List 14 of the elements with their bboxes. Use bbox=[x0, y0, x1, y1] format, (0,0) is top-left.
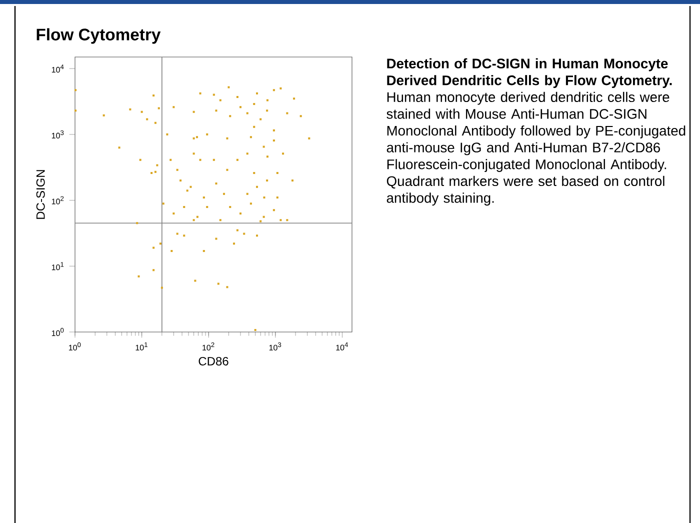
chart-title: Flow Cytometry bbox=[36, 28, 161, 44]
text: Detection of DC-SIGN in Human Monocyte Derived Dendritic Cells by Flow Cytometry. Human monocyte derived dendritic cells were stained with Mouse Anti-Human DC-SIGN Monoclonal Antibody followed by PE-conjugated anti-mouse IgG and Anti-Human B7-2/CD86 Fluorescein-conjugated Monoclonal Antibody. Quadrant markers were set based on control antibody staining. bbox=[386, 58, 686, 206]
x-tick-label: 10$^{1}$ bbox=[136, 342, 148, 350]
y-tick-label: 10$^{0}$ bbox=[52, 328, 64, 336]
x-tick-label: 10$^{3}$ bbox=[269, 342, 282, 350]
x-tick-label: 10$^{0}$ bbox=[68, 342, 81, 350]
y-tick-label: 10$^{4}$ bbox=[52, 64, 64, 73]
x-axis-title: CD86 bbox=[198, 356, 228, 366]
x-tick-label: 10$^{4}$ bbox=[336, 342, 348, 350]
y-axis-title: DC-SIGN bbox=[36, 170, 45, 219]
y-tick-label: 10$^{2}$ bbox=[52, 196, 64, 204]
y-tick-label: 10$^{3}$ bbox=[52, 130, 64, 138]
y-tick-label: 10$^{1}$ bbox=[52, 262, 64, 270]
x-tick-label: 10$^{2}$ bbox=[202, 342, 214, 350]
